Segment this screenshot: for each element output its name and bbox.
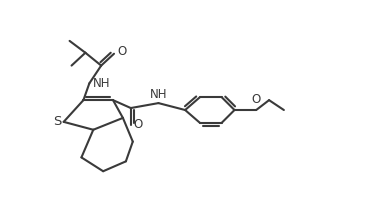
Text: O: O: [117, 45, 126, 58]
Text: O: O: [252, 93, 261, 106]
Text: O: O: [134, 118, 143, 131]
Text: NH: NH: [93, 77, 111, 90]
Text: NH: NH: [150, 88, 167, 101]
Text: S: S: [54, 115, 62, 128]
